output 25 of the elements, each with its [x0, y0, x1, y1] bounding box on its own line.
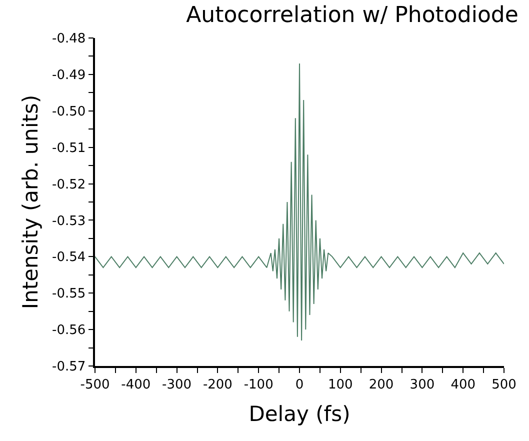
x-tick-label: -300	[162, 377, 192, 392]
x-tick-label: 100	[328, 377, 353, 392]
y-tick-label: -0.52	[52, 177, 86, 192]
x-axis-title: Delay (fs)	[248, 402, 350, 426]
x-tick-label: -500	[80, 377, 110, 392]
y-tick-label: -0.54	[52, 250, 86, 266]
y-tick-label: -0.56	[52, 323, 86, 338]
y-tick-label: -0.51	[52, 140, 86, 156]
x-tick-label: -100	[244, 377, 274, 392]
x-tick-label: -200	[202, 377, 232, 392]
chart-title: Autocorrelation w/ Photodiode	[186, 3, 518, 28]
x-tick-label: 0	[295, 377, 304, 392]
x-tick-label: -400	[121, 377, 151, 392]
y-tick-label: -0.53	[52, 214, 86, 229]
y-tick-label: -0.50	[52, 104, 86, 120]
y-tick-label: -0.48	[52, 32, 86, 47]
x-tick-label: 400	[450, 377, 476, 392]
y-tick-label: -0.57	[52, 360, 86, 375]
x-tick-label: 300	[410, 377, 435, 392]
line-series	[95, 63, 504, 341]
y-axis-title: Intensity (arb. units)	[18, 94, 43, 310]
y-tick-label: -0.55	[52, 286, 86, 302]
x-tick-label: 500	[492, 377, 516, 392]
x-tick-label: 200	[368, 377, 394, 392]
y-tick-label: -0.49	[52, 68, 86, 83]
